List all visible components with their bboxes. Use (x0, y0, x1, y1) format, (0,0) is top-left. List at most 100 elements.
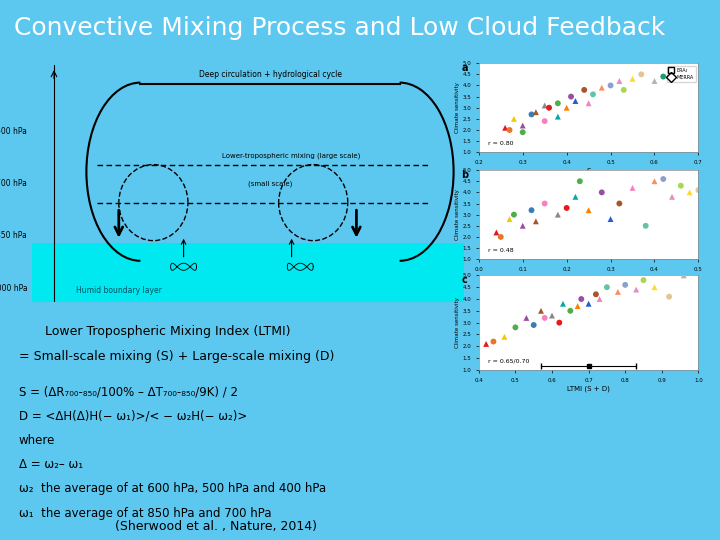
Point (666, 192, 678, 201)
Point (578, 85, 590, 94)
Point (613, 77, 625, 85)
Point (613, 199, 625, 208)
Point (526, 110, 537, 119)
Text: 700 hPa: 700 hPa (0, 179, 27, 188)
Point (626, 75, 639, 83)
Point (499, 333, 510, 341)
Point (574, 177, 585, 186)
Point (552, 112, 564, 121)
Point (517, 122, 528, 130)
Y-axis label: Climate sensitivity: Climate sensitivity (454, 82, 459, 133)
Text: (small scale): (small scale) (248, 181, 292, 187)
Point (678, 271, 690, 280)
Point (480, 340, 492, 348)
Text: (Sherwood et al. , Nature, 2014): (Sherwood et al. , Nature, 2014) (115, 521, 317, 534)
Point (636, 70, 647, 79)
Point (539, 101, 550, 110)
Point (554, 318, 565, 327)
Point (582, 299, 594, 308)
Text: 850 hPa: 850 hPa (0, 231, 27, 240)
Point (583, 206, 595, 214)
Point (544, 104, 555, 112)
Point (626, 184, 639, 192)
Point (631, 285, 642, 294)
Bar (32, 243, 464, 302)
Point (517, 221, 528, 230)
Point (640, 221, 652, 230)
Text: a: a (462, 63, 468, 73)
Text: Convective Mixing Process and Low Cloud Feedback: Convective Mixing Process and Low Cloud … (14, 16, 666, 40)
Text: = Small-scale mixing (S) + Large-scale mixing (D): = Small-scale mixing (S) + Large-scale m… (19, 349, 334, 362)
X-axis label: D: D (586, 275, 591, 281)
Point (508, 210, 520, 219)
Point (539, 199, 550, 208)
Point (601, 283, 613, 292)
Legend: ERAı, MERRA: ERAı, MERRA (667, 66, 696, 82)
Text: where: where (19, 434, 55, 447)
Point (638, 276, 649, 285)
Point (530, 108, 541, 117)
Point (539, 117, 550, 125)
Point (517, 128, 528, 137)
Point (526, 206, 537, 214)
Point (594, 295, 606, 303)
Point (572, 302, 583, 310)
Point (539, 314, 550, 322)
Point (521, 314, 532, 322)
Point (693, 186, 704, 194)
Point (618, 85, 629, 94)
Text: r = 0.48: r = 0.48 (487, 248, 513, 253)
Point (510, 323, 521, 332)
Point (564, 307, 576, 315)
Text: 1000 hPa: 1000 hPa (0, 284, 27, 293)
Point (561, 104, 572, 112)
X-axis label: LTMI (S + D): LTMI (S + D) (567, 386, 610, 392)
Point (605, 215, 616, 224)
Text: Humid boundary layer: Humid boundary layer (76, 286, 161, 295)
Point (596, 188, 608, 197)
Text: S = (ΔR₇₀₀-₈₅₀/100% – ΔT₇₀₀-₈₅₀/9K) / 2: S = (ΔR₇₀₀-₈₅₀/100% – ΔT₇₀₀-₈₅₀/9K) / 2 (19, 385, 238, 398)
Point (552, 210, 564, 219)
Point (495, 233, 507, 241)
Point (557, 299, 569, 308)
Point (546, 311, 558, 320)
Point (530, 217, 541, 226)
Point (649, 283, 660, 292)
Point (649, 177, 660, 186)
Point (535, 307, 546, 315)
Text: b: b (461, 170, 468, 180)
Point (588, 90, 599, 99)
Text: 500 hPa: 500 hPa (0, 127, 27, 136)
Point (490, 228, 502, 237)
X-axis label: S: S (586, 168, 591, 174)
Point (657, 72, 669, 81)
Point (552, 99, 564, 107)
Text: r = 0.80: r = 0.80 (487, 141, 513, 146)
Point (561, 204, 572, 212)
Point (565, 92, 577, 101)
Point (657, 174, 669, 183)
Point (575, 295, 587, 303)
Text: D = <ΔH(Δ)H(− ω₁)>/< − ω₂H(− ω₂)>: D = <ΔH(Δ)H(− ω₁)>/< − ω₂H(− ω₂)> (19, 409, 247, 422)
Point (590, 290, 602, 299)
Text: ω₁  the average of at 850 hPa and 700 hPa: ω₁ the average of at 850 hPa and 700 hPa (19, 507, 271, 520)
Point (649, 77, 660, 85)
Point (570, 192, 581, 201)
Point (619, 280, 631, 289)
Text: Deep circulation + hydrological cycle: Deep circulation + hydrological cycle (199, 70, 341, 79)
Point (528, 321, 539, 329)
Point (504, 126, 516, 134)
Point (612, 288, 624, 296)
Text: ω₂  the average of at 600 hPa, 500 hPa and 400 hPa: ω₂ the average of at 600 hPa, 500 hPa an… (19, 482, 326, 495)
Point (487, 337, 499, 346)
Y-axis label: Climate sensitivity: Climate sensitivity (454, 189, 459, 240)
Point (684, 188, 696, 197)
Point (605, 81, 616, 90)
Point (500, 124, 511, 132)
Point (570, 97, 581, 105)
Y-axis label: Climate sensitivity: Climate sensitivity (454, 297, 459, 348)
Point (508, 114, 520, 123)
Point (504, 215, 516, 224)
Point (675, 181, 687, 190)
Text: Lower Tropospheric Mixing Index (LTMI): Lower Tropospheric Mixing Index (LTMI) (32, 325, 290, 338)
